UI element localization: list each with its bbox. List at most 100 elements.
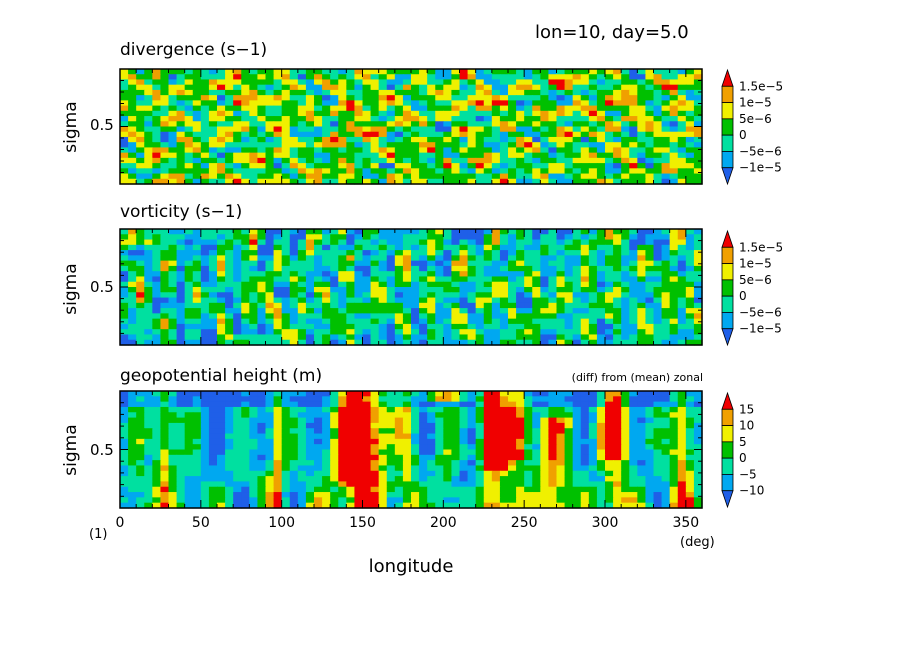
heatmap-cell [685,460,695,467]
heatmap-cell [128,497,137,504]
heatmap-cell [265,276,275,283]
heatmap-cell [645,260,655,267]
heatmap-cell [524,297,533,304]
heatmap-cell [144,308,153,314]
heatmap-cell [144,89,153,96]
heatmap-cell [685,69,695,75]
heatmap-cell [661,95,671,101]
heatmap-cell [451,334,461,341]
heatmap-cell [661,271,671,278]
heatmap-cell [467,329,477,336]
heatmap-cell [629,329,638,336]
heatmap-cell [661,433,671,440]
heatmap-cell [362,255,372,262]
heatmap-cell [556,74,566,81]
heatmap-cell [548,401,558,408]
heatmap-cell [443,502,453,509]
heatmap-cell [370,486,380,493]
heatmap-cell [314,110,323,117]
heatmap-cell [346,422,356,429]
heatmap-cell [217,157,226,164]
heatmap-cell [653,178,663,185]
heatmap-cell [572,406,582,413]
heatmap-cell [338,116,347,122]
heatmap-cell [443,89,453,96]
heatmap-cell [136,136,145,143]
heatmap-cell [394,255,404,262]
heatmap-cell [176,229,186,235]
heatmap-cell [330,100,339,107]
heatmap-cell [459,260,469,267]
heatmap-cell [685,502,695,509]
heatmap-cell [370,292,380,299]
heatmap-cell [661,323,671,330]
heatmap-cell [596,69,606,75]
heatmap-cell [402,79,412,86]
heatmap-cell [378,287,388,293]
heatmap-cell [669,255,679,262]
heatmap-cell [394,157,404,164]
heatmap-cell [265,396,275,403]
heatmap-cell [556,95,566,101]
heatmap-cell [168,74,178,81]
heatmap-cell [588,313,598,320]
heatmap-cell [499,136,509,143]
heatmap-cell [217,163,226,169]
heatmap-cell [499,417,509,424]
heatmap-cell [637,276,647,283]
heatmap-cell [637,329,647,336]
heatmap-cell [184,168,194,175]
heatmap-cell [200,492,210,498]
heatmap-cell [322,334,331,341]
heatmap-cell [613,476,622,483]
heatmap-cell [200,116,210,122]
heatmap-cell [402,110,412,117]
heatmap-cell [548,492,558,498]
heatmap-cell [572,173,582,180]
heatmap-cell [508,438,517,445]
heatmap-cell [475,229,485,235]
heatmap-cell [564,481,574,488]
heatmap-cell [661,74,671,81]
heatmap-cell [572,95,582,101]
heatmap-cell [152,244,162,251]
heatmap-cell [257,438,267,445]
heatmap-cell [297,323,307,330]
heatmap-cell [508,396,517,403]
heatmap-cell [459,116,469,122]
heatmap-cell [613,497,622,504]
heatmap-cell [120,401,129,408]
heatmap-cell [451,287,461,293]
heatmap-cell [225,292,234,299]
heatmap-cell [144,168,153,175]
heatmap-cell [208,234,218,241]
heatmap-cell [475,401,485,408]
heatmap-cell [346,136,356,143]
heatmap-cell [459,152,469,159]
heatmap-cell [354,244,364,251]
heatmap-cell [532,502,541,509]
heatmap-cell [338,476,347,483]
heatmap-cell [200,292,210,299]
heatmap-cell [411,476,420,483]
heatmap-cell [152,481,162,488]
heatmap-cell [144,276,153,283]
heatmap-cell [152,281,162,288]
heatmap-cell [613,422,622,429]
heatmap-cell [685,428,695,435]
heatmap-cell [564,69,574,75]
heatmap-cell [475,323,485,330]
heatmap-cell [200,323,210,330]
heatmap-cell [443,308,453,314]
heatmap-cell [241,250,250,256]
heatmap-cell [677,339,687,346]
heatmap-cell [249,131,259,138]
heatmap-cell [621,250,630,256]
heatmap-cell [524,412,533,419]
heatmap-cell [693,234,703,241]
heatmap-cell [378,276,388,283]
heatmap-cell [516,157,525,164]
heatmap-cell [556,105,566,112]
heatmap-cell [483,465,493,472]
heatmap-cell [386,460,396,467]
